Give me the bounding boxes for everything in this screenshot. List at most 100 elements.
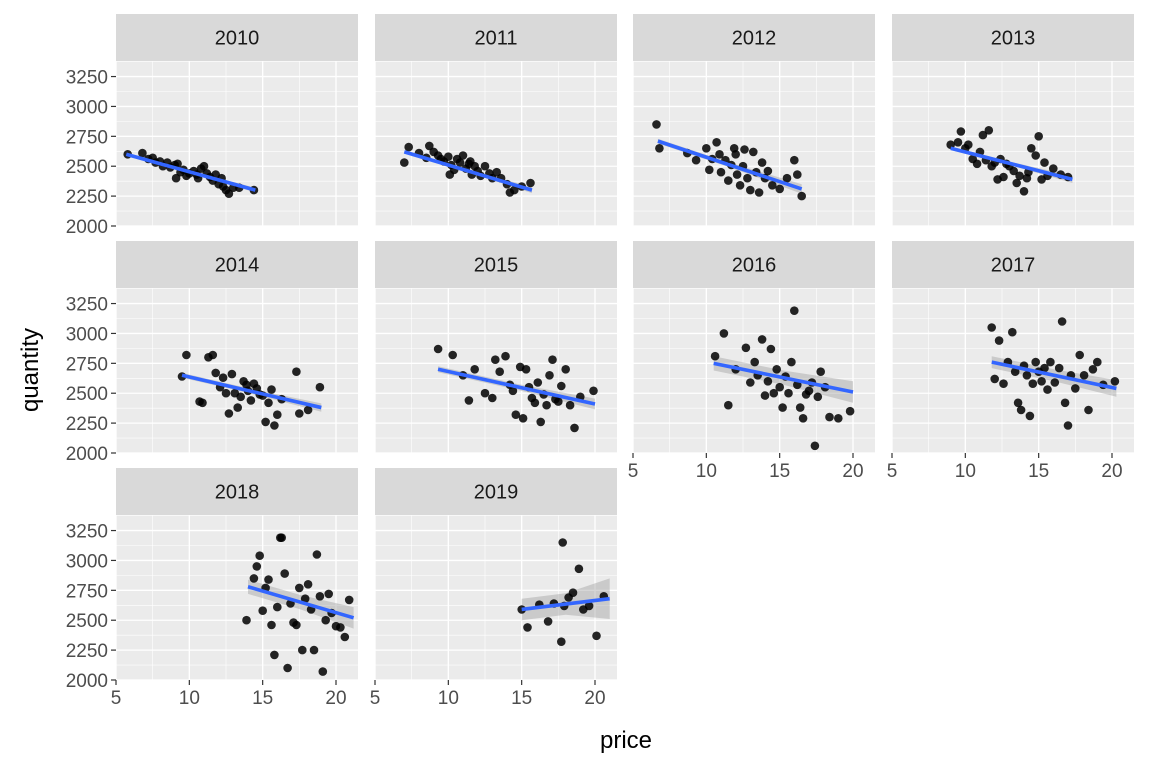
facet-strip-label: 2014 — [215, 255, 260, 277]
data-point — [1031, 357, 1040, 367]
data-point — [295, 583, 304, 593]
data-point — [400, 158, 409, 167]
data-point — [298, 645, 307, 655]
facet-strip — [633, 241, 875, 288]
facet-strip-label: 2011 — [474, 28, 517, 50]
x-tick-label: 15 — [769, 461, 790, 482]
facet-panel-2018: 2018 2000 2250 2500 2750 3000 3250 5 10 15 20 — [66, 468, 358, 709]
data-point — [1084, 405, 1093, 415]
data-point — [964, 140, 973, 149]
y-tick-label: 2500 — [66, 157, 108, 178]
data-point — [1015, 171, 1024, 181]
data-point — [1008, 327, 1017, 337]
panel-background — [375, 61, 617, 226]
data-point — [1012, 178, 1021, 188]
data-point — [763, 166, 773, 176]
data-point — [655, 144, 664, 153]
y-tick-label: 2750 — [66, 127, 108, 148]
data-point — [543, 617, 553, 626]
data-point — [292, 367, 301, 377]
x-tick-label: 10 — [179, 688, 200, 709]
data-point — [1027, 144, 1036, 153]
data-point — [340, 632, 350, 642]
data-point — [766, 344, 776, 354]
data-point — [208, 350, 218, 360]
facet-strip — [892, 14, 1134, 61]
data-point — [315, 382, 325, 392]
data-point — [825, 412, 834, 422]
data-point — [526, 178, 535, 188]
data-point — [589, 386, 598, 396]
data-point — [804, 386, 814, 396]
fit-line — [437, 367, 596, 406]
data-point — [790, 306, 799, 316]
data-point — [795, 403, 805, 412]
data-point — [557, 637, 566, 646]
facet-strip — [892, 241, 1134, 288]
data-point — [834, 414, 843, 423]
data-point — [652, 120, 661, 129]
data-point — [775, 184, 784, 194]
data-point — [1037, 377, 1046, 386]
data-point — [750, 357, 759, 367]
data-point — [224, 409, 234, 418]
panel-background — [892, 61, 1134, 226]
data-point — [518, 414, 528, 423]
y-tick-label: 2500 — [66, 611, 108, 632]
facet-strip — [116, 241, 358, 288]
data-point — [845, 406, 855, 416]
data-point — [444, 152, 453, 161]
data-point — [324, 589, 334, 599]
facet-panel-2014: 2014 2000 2250 2500 2750 3000 3250 — [66, 241, 358, 465]
data-point — [760, 391, 770, 400]
data-point — [946, 140, 955, 149]
data-point — [224, 189, 234, 198]
facet-panel-2010: 2010 2000 2250 2500 2750 3000 3250 — [66, 14, 358, 238]
data-point — [987, 323, 996, 332]
data-point — [787, 357, 796, 367]
data-point — [530, 398, 540, 408]
fit-line — [950, 146, 1073, 182]
y-tick-label: 3250 — [66, 295, 108, 316]
y-tick-label: 2250 — [66, 641, 108, 662]
data-point — [533, 378, 543, 387]
data-point — [221, 388, 231, 398]
facet-strip — [375, 468, 617, 515]
panel-background — [375, 515, 617, 680]
data-point — [283, 663, 292, 673]
panel-background — [116, 288, 358, 453]
data-point — [227, 369, 237, 379]
data-point — [458, 151, 468, 160]
data-point — [536, 417, 545, 427]
x-tick-label: 5 — [628, 461, 639, 482]
facet-strip — [116, 468, 358, 515]
fit-line — [657, 139, 803, 191]
data-point — [570, 423, 579, 433]
data-point — [445, 170, 455, 179]
data-point — [763, 377, 773, 386]
data-point — [749, 147, 758, 157]
data-point — [790, 155, 799, 165]
facet-panel-2012: 2012 — [632, 14, 875, 227]
data-point — [691, 155, 701, 165]
data-point — [480, 161, 490, 171]
data-point — [746, 378, 755, 387]
data-point — [568, 588, 578, 597]
data-point — [953, 138, 963, 147]
x-axis-title: price — [600, 727, 652, 754]
data-point — [404, 142, 414, 152]
data-point — [1110, 377, 1120, 386]
data-point — [1031, 151, 1040, 160]
data-point — [273, 410, 282, 420]
data-point — [138, 148, 147, 158]
data-point — [488, 393, 497, 403]
x-tick-label: 15 — [1028, 461, 1049, 482]
data-point — [211, 368, 220, 378]
data-point — [793, 170, 802, 179]
facet-strip-label: 2016 — [732, 255, 777, 277]
data-point — [523, 623, 532, 632]
data-point — [994, 336, 1004, 345]
facet-strip — [633, 14, 875, 61]
y-tick-label: 2750 — [66, 354, 108, 375]
data-point — [1009, 166, 1018, 176]
